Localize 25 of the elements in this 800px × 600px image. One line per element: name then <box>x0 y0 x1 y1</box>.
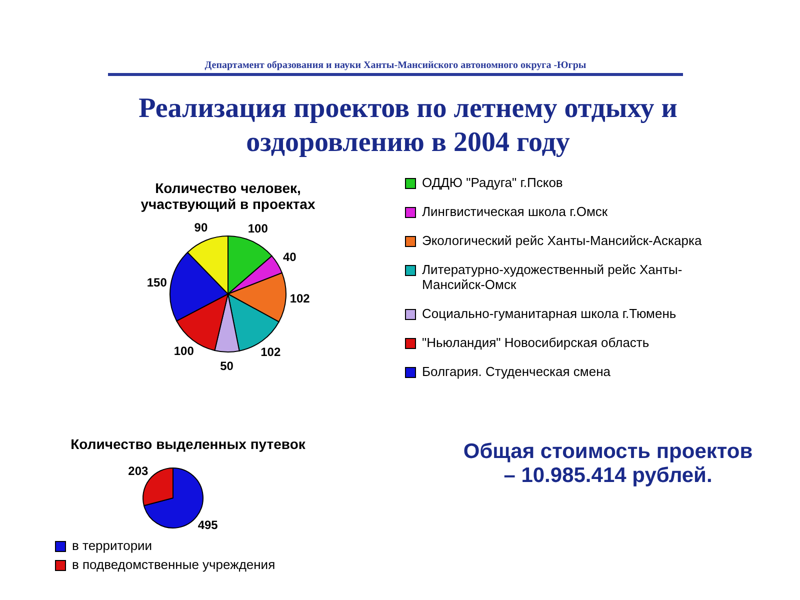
legend-label: "Ньюландия" Новосибирская область <box>422 335 650 350</box>
legend-label: Болгария. Студенческая смена <box>422 364 610 379</box>
legend-label: Лингвистическая школа г.Омск <box>422 204 608 219</box>
text: Реализация проектов по летнему отдыху и оздоровлению в 2004 году <box>138 92 678 160</box>
data-label: 50 <box>220 358 234 373</box>
data-label: 100 <box>248 221 268 236</box>
legend-label: Литературно-художественный рейс Ханты-Мансийск-Омск <box>422 262 684 292</box>
data-label: 40 <box>282 250 297 264</box>
legend-label: в подведомственные учреждения <box>72 557 276 572</box>
text: – 10.985.414 рублей. <box>502 464 714 488</box>
data-label: 203 <box>128 464 148 478</box>
data-label: 100 <box>174 344 194 358</box>
data-label: 102 <box>260 345 281 360</box>
text: Количество человек, участвующий в проектах <box>140 180 316 212</box>
text: Департамент образования и науки Ханты-Мансийского автономного округа -Югры <box>108 60 683 76</box>
data-label: 90 <box>194 220 208 234</box>
legend-label: Экологический рейс Ханты-Мансийск-Аскарка <box>422 233 702 248</box>
data-label: 102 <box>290 292 310 306</box>
legend-label: Социально-гуманитарная школа г.Тюмень <box>422 306 676 321</box>
data-label: 495 <box>198 518 218 532</box>
legend-label: в территории <box>72 538 152 553</box>
legend-label: ОДДЮ "Радуга" г.Псков <box>422 175 563 190</box>
text: Общая стоимость проектов <box>462 440 754 464</box>
data-label: 150 <box>146 276 168 290</box>
chart-title: Количество выделенных путевок <box>70 436 306 452</box>
